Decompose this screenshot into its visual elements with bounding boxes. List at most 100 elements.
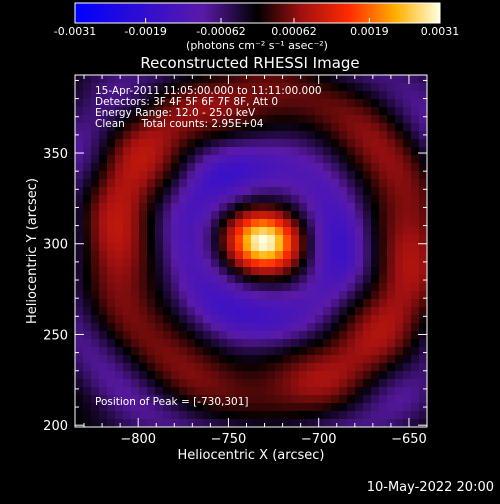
heatmap-cell	[379, 163, 387, 171]
heatmap-cell	[347, 291, 355, 299]
heatmap-cell	[411, 411, 419, 419]
heatmap-cell	[299, 419, 307, 427]
heatmap-cell	[91, 259, 99, 267]
heatmap-cell	[387, 123, 395, 131]
heatmap-cell	[371, 283, 379, 291]
heatmap-cell	[259, 355, 267, 363]
heatmap-cell	[131, 235, 139, 243]
heatmap-cell	[139, 99, 147, 107]
heatmap-cell	[307, 99, 315, 107]
heatmap-cell	[419, 243, 427, 251]
heatmap-cell	[203, 339, 211, 347]
heatmap-cell	[211, 211, 219, 219]
heatmap-cell	[315, 379, 323, 387]
heatmap-cell	[275, 171, 283, 179]
heatmap-cell	[339, 211, 347, 219]
heatmap-cell	[315, 139, 323, 147]
heatmap-cell	[291, 363, 299, 371]
heatmap-cell	[203, 395, 211, 403]
heatmap-cell	[411, 291, 419, 299]
heatmap-cell	[139, 219, 147, 227]
heatmap-cell	[171, 395, 179, 403]
heatmap-cell	[163, 339, 171, 347]
heatmap-cell	[235, 235, 243, 243]
heatmap-cell	[243, 139, 251, 147]
heatmap-cell	[283, 419, 291, 427]
heatmap-cell	[195, 371, 203, 379]
heatmap-cell	[355, 203, 363, 211]
heatmap-cell	[315, 371, 323, 379]
heatmap-cell	[363, 355, 371, 363]
heatmap-cell	[379, 315, 387, 323]
heatmap-cell	[299, 283, 307, 291]
heatmap-cell	[187, 163, 195, 171]
heatmap-cell	[195, 307, 203, 315]
heatmap-cell	[83, 219, 91, 227]
heatmap-cell	[163, 307, 171, 315]
heatmap-cell	[299, 323, 307, 331]
heatmap-cell	[171, 275, 179, 283]
heatmap-cell	[411, 107, 419, 115]
heatmap-cell	[203, 235, 211, 243]
heatmap-cell	[155, 203, 163, 211]
heatmap-cell	[139, 331, 147, 339]
heatmap-cell	[155, 355, 163, 363]
heatmap-cell	[379, 107, 387, 115]
heatmap-cell	[331, 187, 339, 195]
heatmap-cell	[155, 411, 163, 419]
heatmap-cell	[363, 139, 371, 147]
heatmap-cell	[131, 75, 139, 83]
heatmap-cell	[227, 411, 235, 419]
heatmap-cell	[227, 227, 235, 235]
heatmap-cell	[355, 291, 363, 299]
heatmap-cell	[155, 275, 163, 283]
heatmap-cell	[395, 251, 403, 259]
heatmap-cell	[195, 187, 203, 195]
heatmap-cell	[123, 355, 131, 363]
heatmap-cell	[403, 227, 411, 235]
heatmap-cell	[235, 203, 243, 211]
heatmap-cell	[243, 91, 251, 99]
heatmap-cell	[227, 139, 235, 147]
heatmap-cell	[395, 107, 403, 115]
heatmap-cell	[403, 123, 411, 131]
heatmap-cell	[155, 307, 163, 315]
heatmap-cell	[347, 155, 355, 163]
heatmap-cell	[419, 147, 427, 155]
heatmap-cell	[131, 339, 139, 347]
heatmap-cell	[347, 323, 355, 331]
heatmap-cell	[123, 179, 131, 187]
heatmap-cell	[75, 267, 83, 275]
heatmap-cell	[251, 259, 259, 267]
heatmap-cell	[403, 371, 411, 379]
heatmap-cell	[411, 115, 419, 123]
heatmap-cell	[267, 147, 275, 155]
heatmap-cell	[91, 163, 99, 171]
heatmap-cell	[171, 235, 179, 243]
heatmap-cell	[379, 91, 387, 99]
heatmap-cell	[131, 259, 139, 267]
heatmap-cell	[139, 195, 147, 203]
heatmap-cell	[83, 131, 91, 139]
heatmap-cell	[323, 291, 331, 299]
heatmap-cell	[323, 139, 331, 147]
heatmap-cell	[379, 179, 387, 187]
heatmap-cell	[227, 131, 235, 139]
heatmap-cell	[139, 251, 147, 259]
heatmap-cell	[251, 171, 259, 179]
heatmap-cell	[115, 75, 123, 83]
heatmap-cell	[267, 163, 275, 171]
heatmap-cell	[235, 275, 243, 283]
heatmap-cell	[371, 315, 379, 323]
heatmap-cell	[227, 379, 235, 387]
heatmap-cell	[331, 323, 339, 331]
heatmap-cell	[387, 195, 395, 203]
heatmap-cell	[347, 123, 355, 131]
heatmap-cell	[299, 379, 307, 387]
heatmap-cell	[171, 99, 179, 107]
heatmap-cell	[123, 411, 131, 419]
heatmap-cell	[403, 347, 411, 355]
heatmap-cell	[227, 123, 235, 131]
heatmap-cell	[131, 179, 139, 187]
heatmap-cell	[99, 379, 107, 387]
